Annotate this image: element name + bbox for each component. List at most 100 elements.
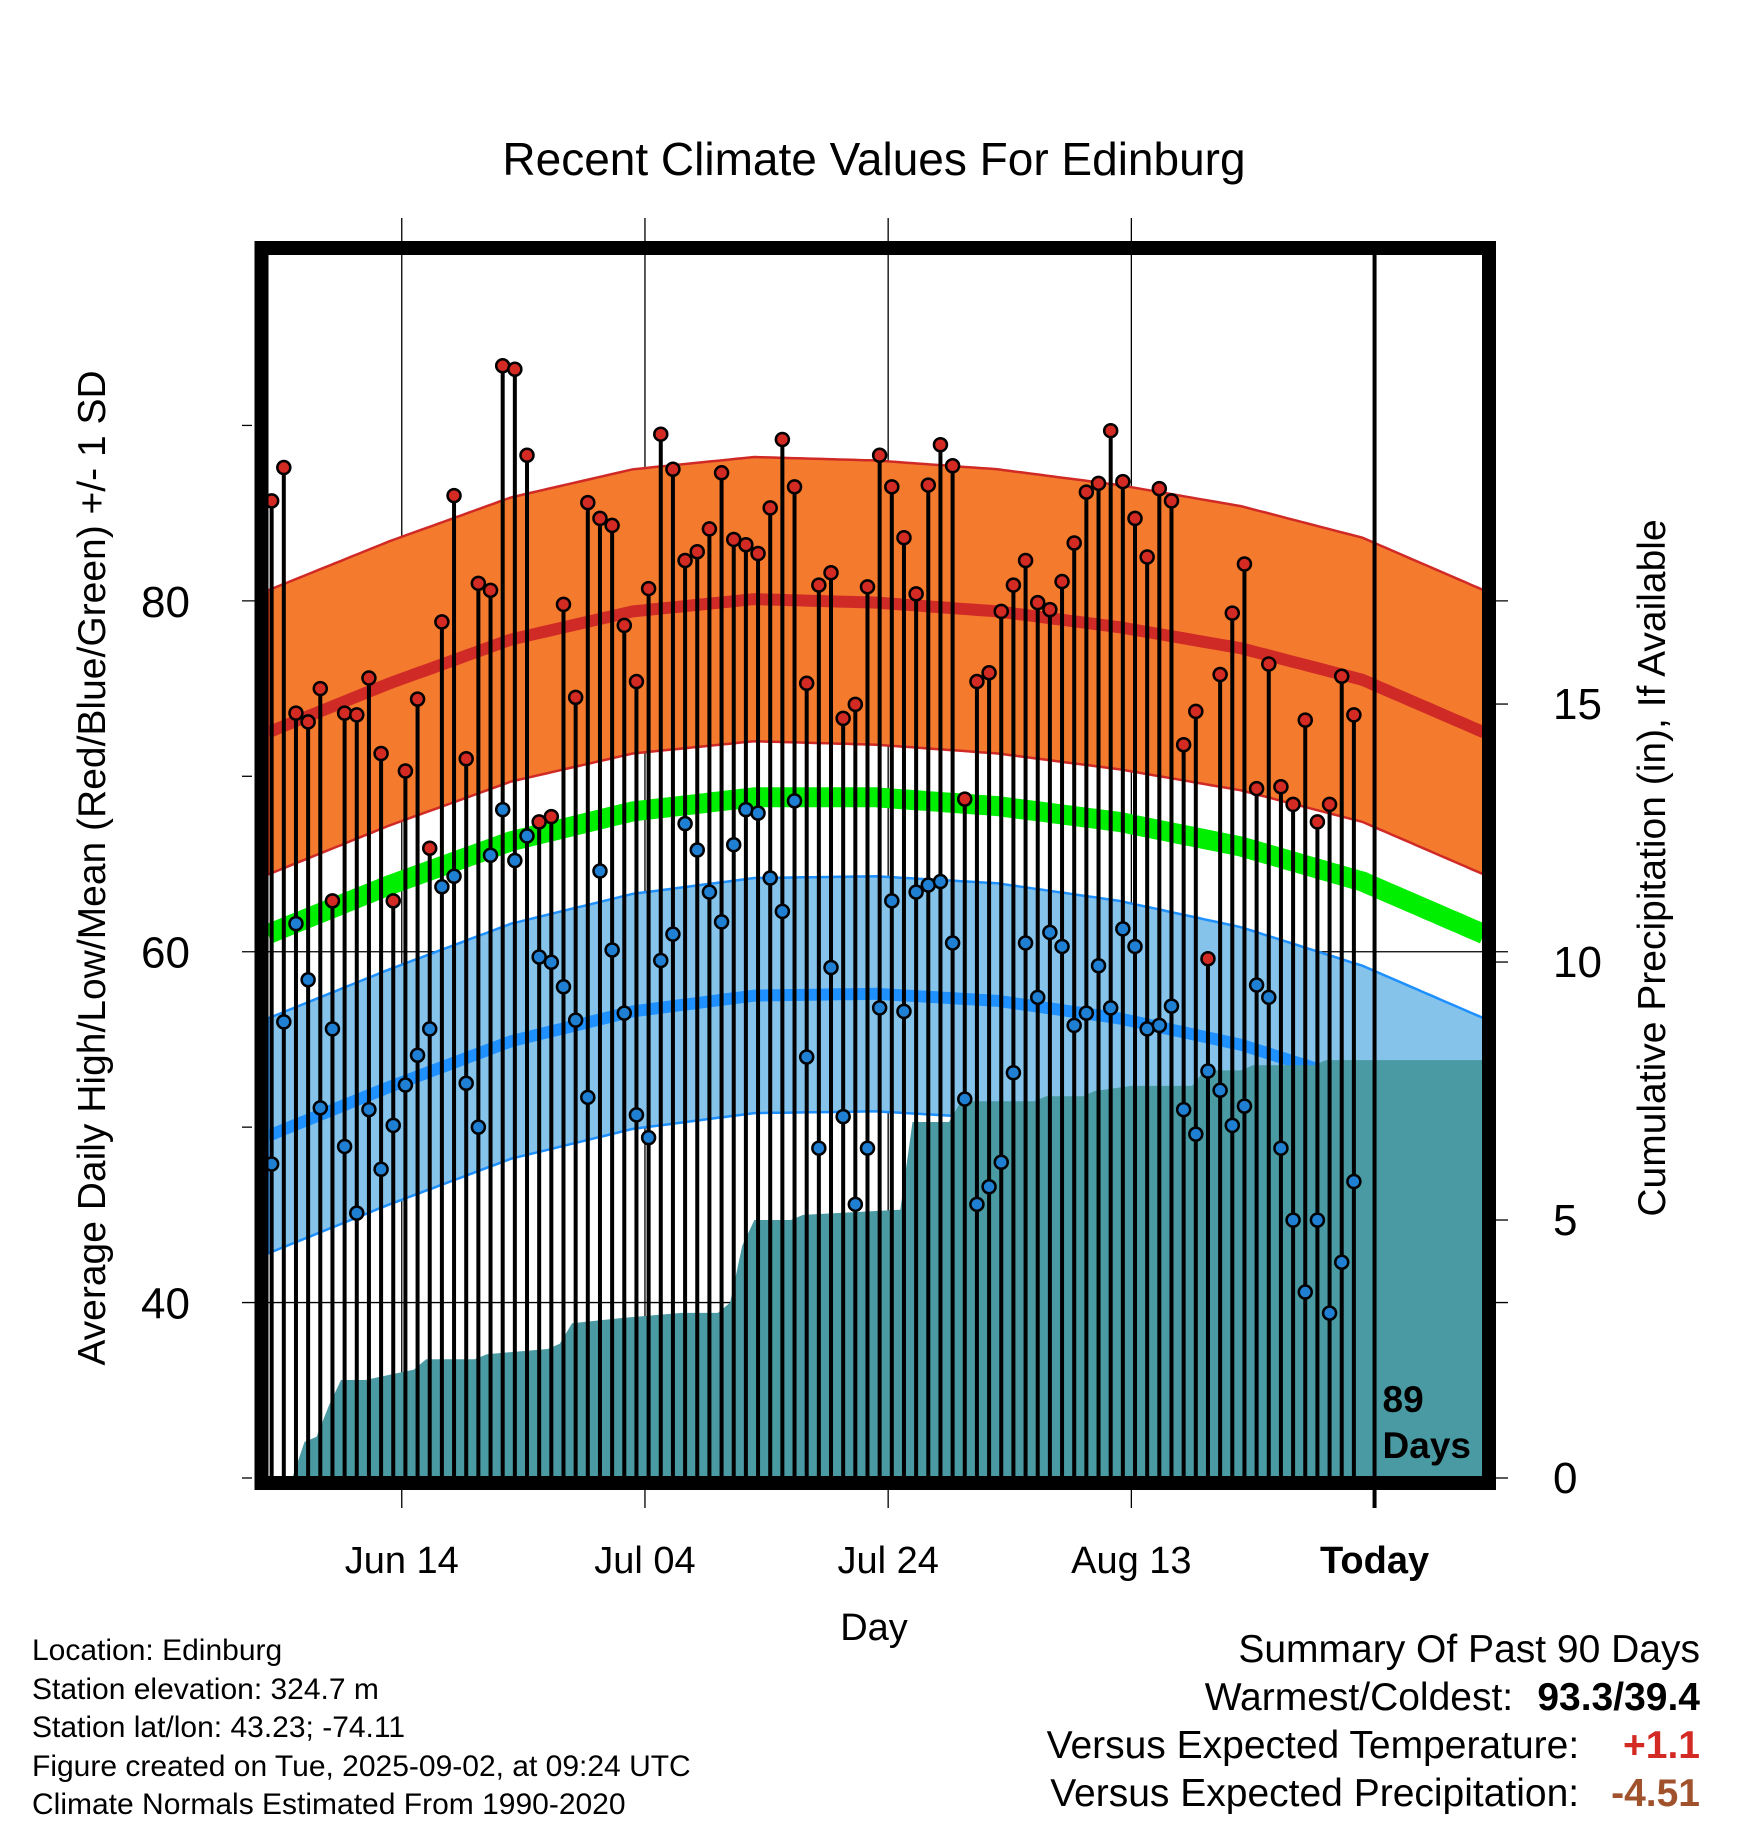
high-point bbox=[421, 840, 438, 856]
low-point bbox=[774, 903, 791, 920]
low-point bbox=[1175, 1101, 1192, 1118]
high-point bbox=[738, 536, 754, 553]
low-point bbox=[1078, 1005, 1095, 1021]
high-point bbox=[349, 707, 365, 723]
low-point bbox=[1115, 921, 1131, 937]
low-point bbox=[1309, 1212, 1326, 1228]
low-point bbox=[1017, 935, 1034, 951]
high-point bbox=[543, 808, 560, 825]
low-point bbox=[1236, 1098, 1253, 1114]
low-point bbox=[349, 1205, 365, 1221]
high-point bbox=[665, 461, 681, 478]
high-point bbox=[920, 477, 937, 493]
low-point bbox=[1261, 989, 1277, 1006]
precip-value: -4.51 bbox=[1611, 1772, 1700, 1815]
low-point bbox=[385, 1117, 401, 1134]
high-point bbox=[434, 614, 450, 630]
summary-heading: Summary Of Past 90 Days bbox=[1238, 1628, 1700, 1671]
high-point bbox=[689, 543, 705, 560]
high-point bbox=[932, 436, 949, 453]
low-point bbox=[786, 793, 803, 809]
high-point bbox=[324, 893, 341, 909]
plot-area bbox=[268, 358, 1484, 1478]
high-point bbox=[268, 493, 280, 509]
y-tick-label: 80 bbox=[141, 578, 190, 627]
low-point bbox=[555, 979, 572, 995]
low-point bbox=[847, 1196, 864, 1213]
low-point bbox=[859, 1140, 876, 1156]
high-point bbox=[1102, 422, 1119, 439]
high-point bbox=[1346, 707, 1362, 723]
high-point bbox=[640, 580, 657, 597]
low-point bbox=[268, 1156, 280, 1172]
y2-tick-label: 5 bbox=[1553, 1196, 1577, 1245]
high-point bbox=[1200, 950, 1216, 967]
location-text: Location: Edinburg bbox=[32, 1634, 283, 1667]
y2-tick-label: 15 bbox=[1553, 680, 1602, 729]
high-point bbox=[1285, 796, 1301, 813]
low-point bbox=[567, 1012, 584, 1028]
high-point bbox=[312, 680, 329, 697]
high-point bbox=[762, 500, 778, 516]
station-info: Location: Edinburg Station elevation: 32… bbox=[32, 1632, 691, 1825]
high-point bbox=[1224, 605, 1241, 621]
high-point bbox=[1261, 656, 1277, 672]
high-point bbox=[1321, 796, 1338, 813]
high-point bbox=[1090, 475, 1107, 492]
low-point bbox=[336, 1138, 353, 1155]
low-point bbox=[969, 1196, 985, 1213]
high-point bbox=[409, 691, 426, 707]
low-point bbox=[1042, 924, 1058, 941]
high-point bbox=[1078, 484, 1095, 500]
low-point bbox=[835, 1108, 851, 1125]
low-point bbox=[677, 815, 693, 832]
low-point bbox=[750, 805, 766, 821]
low-point bbox=[689, 842, 705, 858]
low-point bbox=[324, 1021, 341, 1037]
elevation-text: Station elevation: 324.7 m bbox=[32, 1672, 379, 1706]
high-point bbox=[871, 447, 888, 464]
low-point bbox=[592, 863, 608, 879]
precip-label: Versus Expected Precipitation: bbox=[1050, 1772, 1580, 1815]
high-point bbox=[446, 487, 462, 504]
low-point bbox=[1029, 989, 1046, 1006]
days-word-label: Days bbox=[1383, 1425, 1471, 1466]
low-point bbox=[458, 1075, 474, 1092]
low-point bbox=[1297, 1284, 1313, 1300]
days-count-label: 89 bbox=[1383, 1379, 1424, 1420]
high-point bbox=[482, 582, 499, 599]
low-point bbox=[482, 847, 499, 863]
high-point bbox=[288, 705, 304, 721]
high-point bbox=[884, 479, 900, 495]
x-tick-label: Jul 24 bbox=[837, 1540, 938, 1582]
low-point bbox=[713, 914, 730, 930]
high-point bbox=[616, 617, 633, 634]
high-point bbox=[653, 426, 669, 442]
high-point bbox=[1054, 573, 1070, 590]
low-point bbox=[1321, 1305, 1338, 1321]
y-axis-title: Average Daily High/Low/Mean (Red/Blue/Gr… bbox=[71, 370, 114, 1365]
y-tick-label: 40 bbox=[141, 1280, 190, 1329]
high-point bbox=[1066, 535, 1082, 551]
chart-title: Recent Climate Values For Edinburg bbox=[502, 133, 1245, 185]
high-point bbox=[713, 465, 730, 481]
high-point bbox=[835, 710, 851, 727]
low-point bbox=[871, 1000, 888, 1016]
y2-axis-title: Cumulative Precipitation (in), If Availa… bbox=[1631, 519, 1674, 1216]
high-point bbox=[1151, 480, 1168, 497]
low-point bbox=[409, 1047, 426, 1063]
low-point bbox=[470, 1119, 487, 1135]
high-point bbox=[1188, 703, 1204, 720]
low-point bbox=[507, 852, 523, 869]
high-point bbox=[1175, 736, 1192, 753]
high-point bbox=[373, 745, 389, 762]
high-point bbox=[519, 447, 535, 464]
low-point bbox=[494, 801, 511, 818]
high-point bbox=[1139, 549, 1155, 565]
high-point bbox=[1273, 779, 1289, 795]
created-text: Figure created on Tue, 2025-09-02, at 09… bbox=[32, 1749, 691, 1783]
low-point bbox=[1102, 1000, 1119, 1016]
high-point bbox=[300, 714, 316, 730]
summary-warm-cold: Warmest/Coldest: 93.3/39.4 bbox=[1047, 1674, 1700, 1722]
latlon-text: Station lat/lon: 43.23; -74.11 bbox=[32, 1711, 406, 1744]
